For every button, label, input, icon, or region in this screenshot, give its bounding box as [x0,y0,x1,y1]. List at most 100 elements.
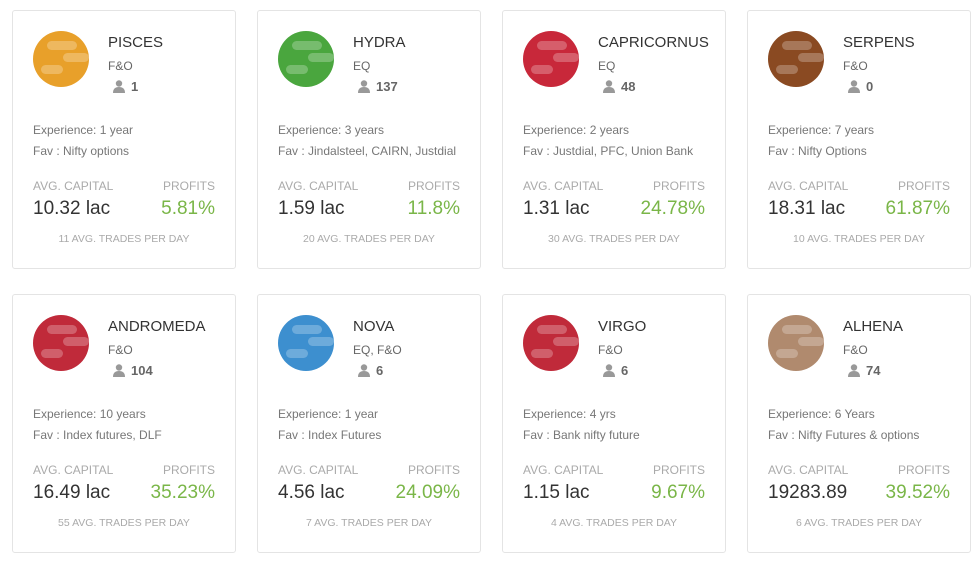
segment: F&O [598,343,623,357]
strategy-name: SERPENS [843,34,915,51]
experience: Experience: 4 yrs [523,407,616,421]
trades-per-day: 6 AVG. TRADES PER DAY [795,517,923,529]
segment: EQ [598,59,616,73]
profits: 39.52% [885,482,950,503]
followers: 48 [603,79,635,94]
strategy-card[interactable]: HYDRA EQ 137 Experience: 3 years Fav : Jinda… [257,10,481,269]
capital-label: AVG. CAPITAL [523,463,604,477]
avg-capital: 1.31 lac [523,198,590,219]
profits-label: PROFITS [407,463,460,477]
followers: 74 [848,363,880,378]
trades-per-day: 7 AVG. TRADES PER DAY [305,517,433,529]
followers: 1 [113,79,138,94]
favourites: Fav : Index futures, DLF [33,428,162,442]
favourites: Fav : Justdial, PFC, Union Bank [523,144,694,158]
strategy-card[interactable]: PISCES F&O 1 Experience: 1 year Fav : Nifty … [12,10,236,269]
strategy-card[interactable]: CAPRICORNUS EQ 48 Experience: 2 years Fav : … [502,10,726,269]
user-icon [358,80,370,93]
profits-label: PROFITS [407,179,460,193]
strategy-card[interactable]: SERPENS F&O 0 Experience: 7 years Fav : Nift… [747,10,971,269]
strategy-card[interactable]: VIRGO F&O 6 Experience: 4 yrs Fav : Bank nif… [502,294,726,553]
experience: Experience: 3 years [278,123,385,137]
planet-icon [768,31,824,87]
follower-count: 48 [621,79,636,94]
trades-per-day: 20 AVG. TRADES PER DAY [303,233,435,245]
experience: Experience: 2 years [523,123,630,137]
avg-capital: 1.59 lac [278,198,345,219]
profits: 11.8% [407,198,460,219]
trades-per-day: 4 AVG. TRADES PER DAY [550,517,678,529]
follower-count: 1 [131,79,139,94]
profits-label: PROFITS [652,179,705,193]
capital-label: AVG. CAPITAL [278,179,359,193]
profits: 5.81% [161,198,215,219]
avg-capital: 4.56 lac [278,482,345,503]
favourites: Fav : Jindalsteel, CAIRN, Justdial [278,144,457,158]
avg-capital: 16.49 lac [33,482,111,503]
planet-icon [33,31,89,87]
experience: Experience: 1 year [278,407,379,421]
followers: 0 [848,79,873,94]
strategy-name: HYDRA [353,34,406,51]
planet-icon [278,31,334,87]
strategy-name: ANDROMEDA [108,318,206,335]
profits: 24.09% [395,482,460,503]
user-icon [848,80,860,93]
segment: F&O [843,59,868,73]
profits-label: PROFITS [897,463,950,477]
profits: 24.78% [640,198,705,219]
segment: F&O [843,343,868,357]
strategy-name: CAPRICORNUS [598,34,709,51]
followers: 137 [358,79,398,94]
capital-label: AVG. CAPITAL [278,463,359,477]
strategy-name: PISCES [108,34,164,51]
strategy-name: NOVA [353,318,395,335]
capital-label: AVG. CAPITAL [523,179,604,193]
segment: F&O [108,59,133,73]
planet-icon [523,315,579,371]
follower-count: 74 [866,363,881,378]
experience: Experience: 1 year [33,123,134,137]
segment: EQ [353,59,371,73]
trades-per-day: 10 AVG. TRADES PER DAY [793,233,925,245]
capital-label: AVG. CAPITAL [33,463,114,477]
avg-capital: 1.15 lac [523,482,590,503]
followers: 6 [358,363,383,378]
segment: EQ, F&O [353,343,402,357]
favourites: Fav : Nifty Options [768,144,867,158]
planet-icon [278,315,334,371]
follower-count: 104 [131,363,153,378]
trades-per-day: 11 AVG. TRADES PER DAY [58,233,190,245]
user-icon [113,364,125,377]
strategy-card[interactable]: ALHENA F&O 74 Experience: 6 Years Fav : Nift… [747,294,971,553]
profits: 61.87% [885,198,950,219]
strategy-card[interactable]: ANDROMEDA F&O 104 Experience: 10 years Fav :… [12,294,236,553]
planet-icon [523,31,579,87]
profits-label: PROFITS [162,463,215,477]
profits: 9.67% [651,482,705,503]
user-icon [848,364,860,377]
capital-label: AVG. CAPITAL [768,179,849,193]
favourites: Fav : Nifty Futures & options [768,428,920,442]
avg-capital: 18.31 lac [768,198,846,219]
segment: F&O [108,343,133,357]
strategy-name: VIRGO [598,318,647,335]
user-icon [113,80,125,93]
strategy-card[interactable]: NOVA EQ, F&O 6 Experience: 1 year Fav : Inde… [257,294,481,553]
user-icon [358,364,370,377]
experience: Experience: 7 years [768,123,875,137]
avg-capital: 10.32 lac [33,198,111,219]
capital-label: AVG. CAPITAL [768,463,849,477]
user-icon [603,364,615,377]
follower-count: 6 [621,363,629,378]
favourites: Fav : Bank nifty future [523,428,640,442]
profits: 35.23% [150,482,215,503]
trades-per-day: 55 AVG. TRADES PER DAY [58,517,190,529]
avg-capital: 19283.89 [768,482,848,503]
strategy-name: ALHENA [843,318,904,335]
followers: 6 [603,363,628,378]
experience: Experience: 10 years [33,407,146,421]
profits-label: PROFITS [652,463,705,477]
planet-icon [768,315,824,371]
